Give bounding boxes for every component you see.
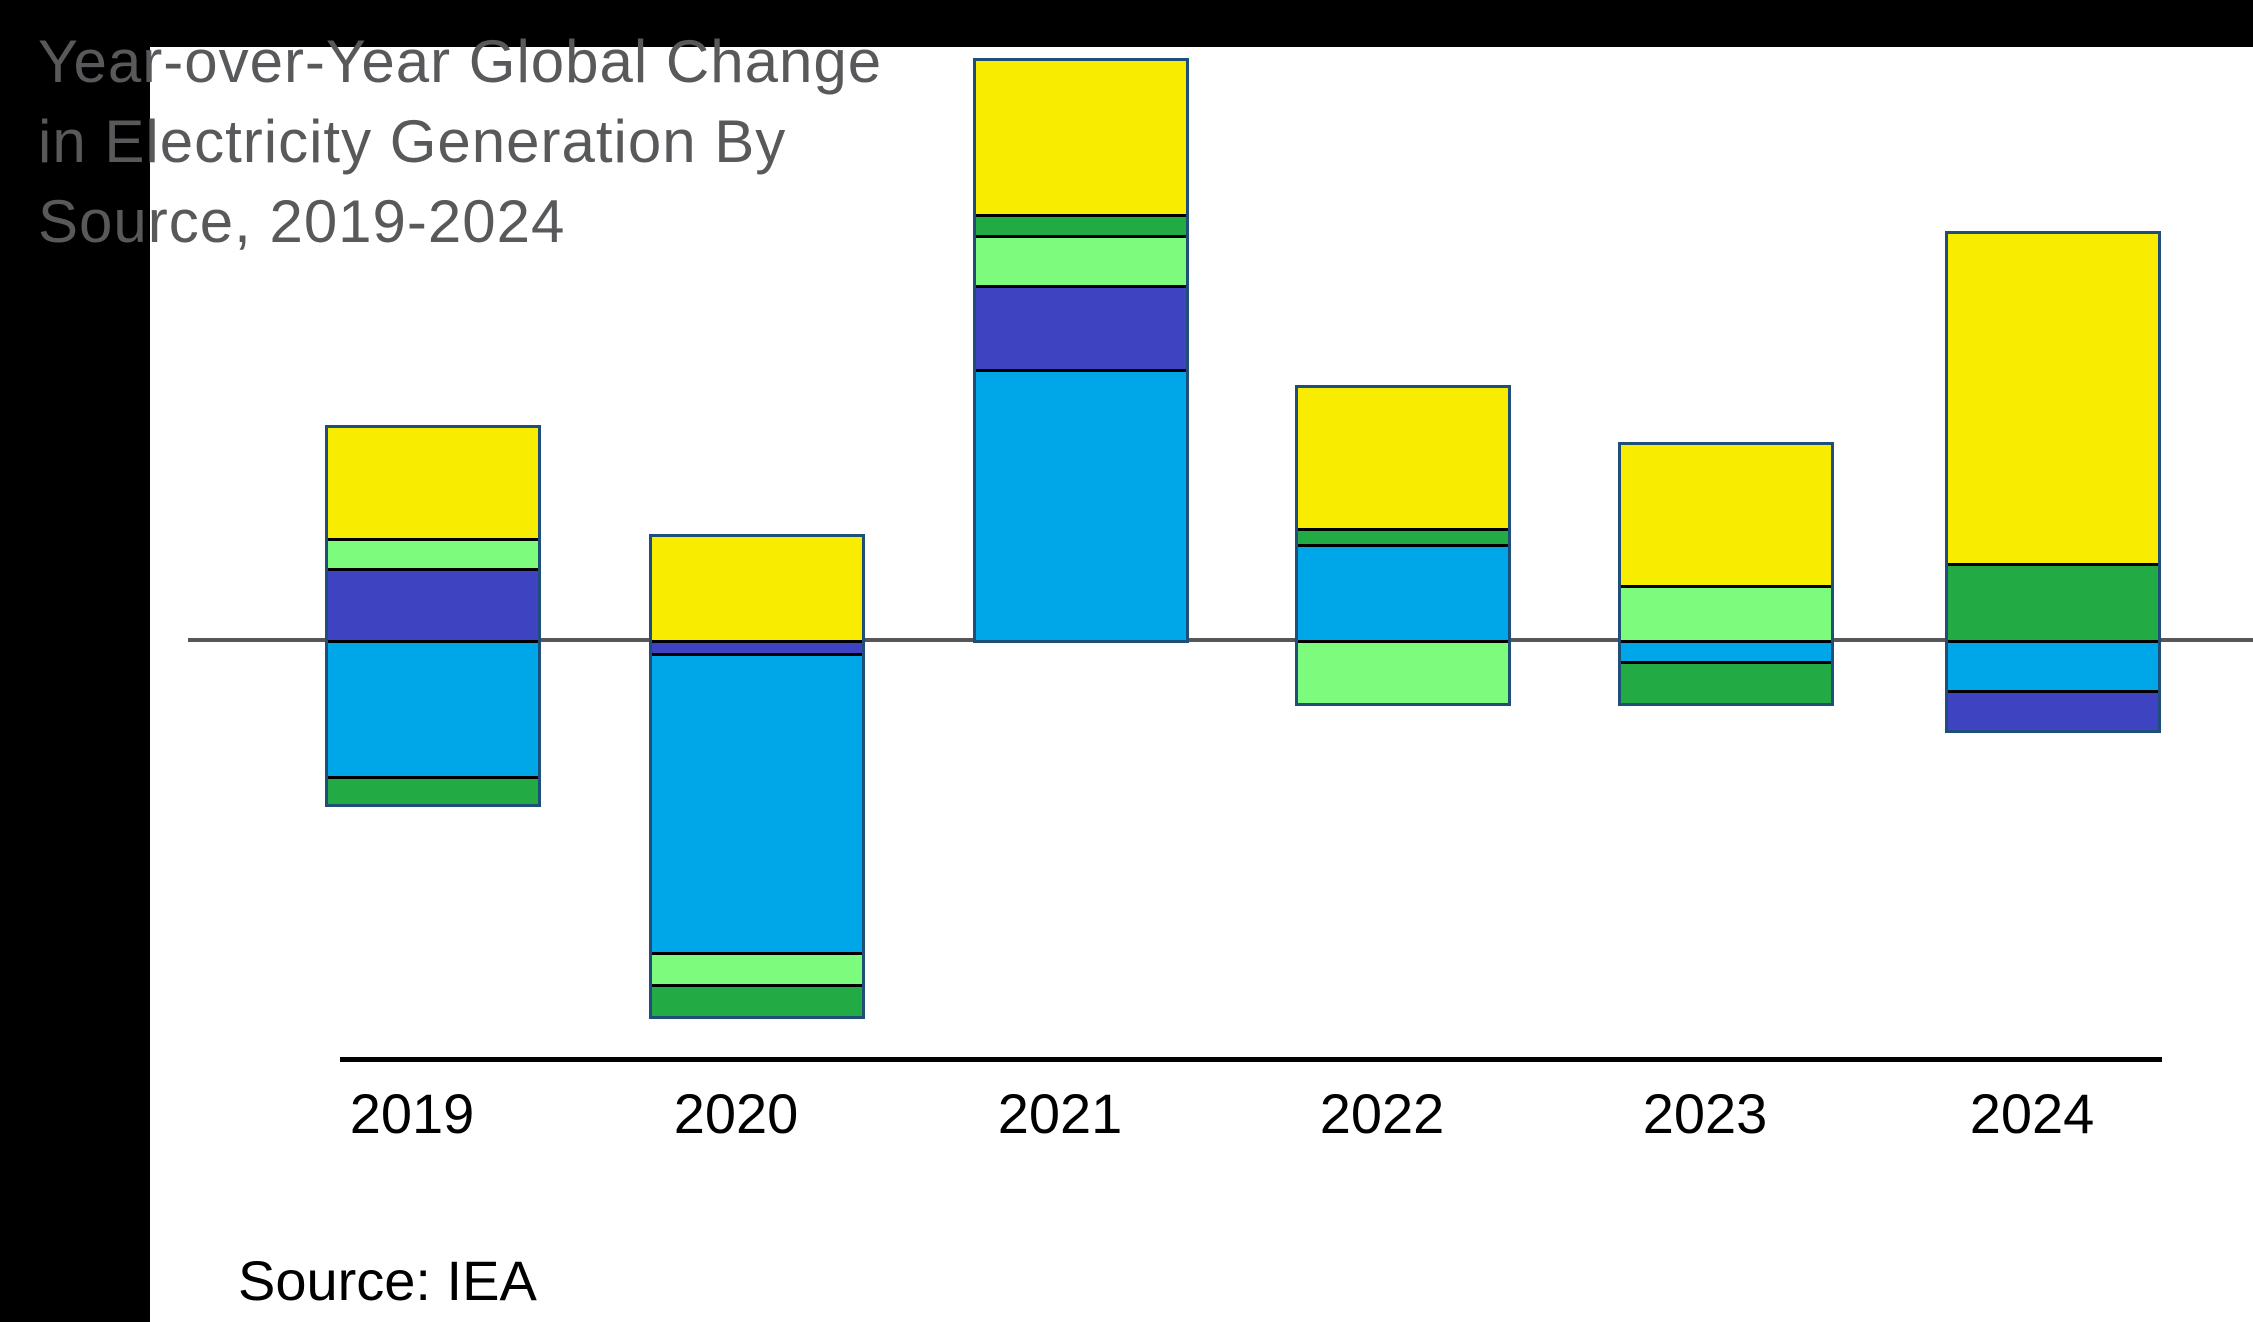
bar-2023 (1618, 442, 1834, 706)
x-axis-label-2024: 2024 (1969, 1082, 2095, 1145)
segment-yellow-2020 (652, 537, 862, 640)
segment-cyan-2020 (652, 653, 862, 952)
chart-title: Year-over-Year Global Change in Electric… (38, 22, 882, 262)
segment-yellow-2023 (1621, 445, 1831, 585)
bar-2020 (649, 534, 865, 1019)
segment-blue-2024 (1948, 690, 2158, 730)
bar-2022 (1295, 385, 1511, 706)
segment-cyan-2024 (1948, 640, 2158, 690)
x-axis-label-2020: 2020 (673, 1082, 799, 1145)
segment-light-green-2019 (328, 538, 538, 568)
segment-cyan-2023 (1621, 640, 1831, 661)
segment-yellow-2021 (976, 61, 1186, 214)
segment-light-green-2023 (1621, 585, 1831, 640)
x-axis-label-2021: 2021 (997, 1082, 1123, 1145)
segment-dark-green-2023 (1621, 661, 1831, 703)
segment-light-green-2022 (1298, 640, 1508, 703)
segment-cyan-2022 (1298, 544, 1508, 640)
segment-light-green-2021 (976, 235, 1186, 285)
x-axis-line (340, 1057, 2162, 1062)
bar-2021 (973, 58, 1189, 643)
x-axis-label-2019: 2019 (349, 1082, 475, 1145)
source-note: Source: IEA (238, 1249, 537, 1312)
chart-title-line-1: Year-over-Year Global Change (38, 28, 883, 95)
bar-2024 (1945, 231, 2161, 733)
x-axis-label-2023: 2023 (1642, 1082, 1768, 1145)
segment-dark-green-2020 (652, 984, 862, 1016)
segment-yellow-2019 (328, 428, 538, 538)
segment-yellow-2024 (1948, 234, 2158, 563)
segment-dark-green-2024 (1948, 563, 2158, 640)
chart-title-line-2: in Electricity Generation By (38, 108, 787, 175)
segment-dark-green-2022 (1298, 528, 1508, 544)
zero-baseline (188, 638, 2253, 642)
bar-2019 (325, 425, 541, 807)
segment-cyan-2019 (328, 640, 538, 776)
segment-cyan-2021 (976, 369, 1186, 640)
top-black-bar (0, 0, 2253, 47)
segment-dark-green-2021 (976, 214, 1186, 235)
segment-dark-green-2019 (328, 776, 538, 804)
left-black-bar (0, 0, 150, 1322)
segment-blue-2021 (976, 285, 1186, 369)
chart-title-line-3: Source, 2019-2024 (38, 188, 566, 255)
x-axis-label-2022: 2022 (1319, 1082, 1445, 1145)
segment-blue-2019 (328, 568, 538, 640)
segment-light-green-2020 (652, 952, 862, 984)
segment-yellow-2022 (1298, 388, 1508, 528)
segment-blue-2020 (652, 640, 862, 653)
